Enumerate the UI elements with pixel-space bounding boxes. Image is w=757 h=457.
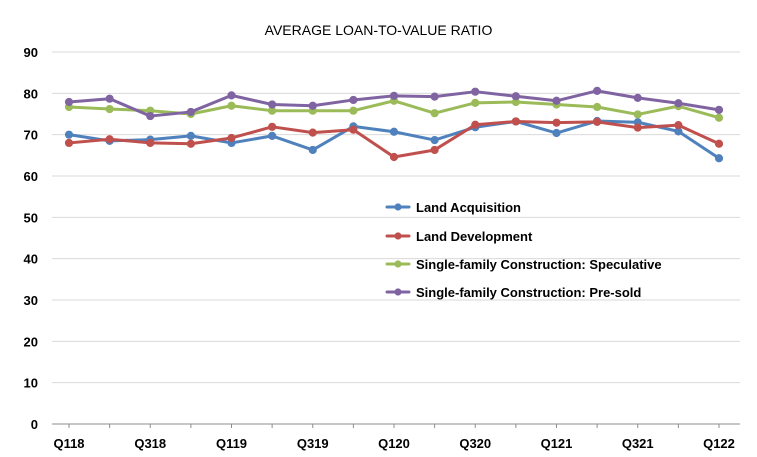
- data-point: [308, 128, 317, 137]
- y-tick-label: 10: [24, 376, 38, 391]
- legend-swatch-marker: [394, 203, 402, 211]
- data-point: [593, 86, 602, 95]
- legend-label: Land Acquisition: [416, 200, 521, 215]
- data-point: [511, 92, 520, 101]
- y-tick-label: 30: [24, 293, 38, 308]
- data-point: [186, 107, 195, 117]
- y-tick-label: 70: [24, 128, 38, 143]
- data-point: [186, 131, 195, 141]
- data-point: [511, 117, 520, 126]
- data-point: [227, 101, 236, 110]
- legend-swatch-marker: [394, 288, 402, 296]
- x-tick-label: Q118: [53, 436, 84, 451]
- data-point: [308, 145, 317, 155]
- data-point: [430, 92, 439, 101]
- data-point: [105, 135, 114, 144]
- data-point: [430, 109, 439, 118]
- legend-label: Single-family Construction: Speculative: [416, 257, 662, 272]
- x-tick-label: Q321: [622, 436, 654, 451]
- x-tick-label: Q122: [703, 436, 735, 451]
- data-point: [64, 130, 74, 139]
- y-tick-label: 80: [24, 86, 38, 101]
- data-point: [471, 87, 480, 96]
- x-tick-label: Q320: [459, 436, 491, 451]
- data-point: [268, 122, 277, 131]
- x-tick-label: Q121: [541, 436, 573, 451]
- data-point: [633, 93, 642, 102]
- data-point: [268, 131, 277, 141]
- data-point: [349, 125, 358, 134]
- axis-layer: 0 10 20 30 40 50 60 70 80 90 Q118 Q318 Q119 Q319 Q120 Q…: [24, 45, 740, 451]
- data-point: [633, 110, 642, 119]
- series-3: [64, 86, 724, 121]
- data-point: [714, 154, 724, 163]
- data-point: [674, 121, 683, 130]
- chart-title: AVERAGE LOAN-TO-VALUE RATIO: [265, 22, 493, 38]
- legend-swatch-marker: [394, 260, 402, 268]
- data-point: [308, 101, 317, 110]
- data-point: [593, 117, 602, 126]
- data-point: [146, 111, 155, 121]
- x-tick-label: Q120: [378, 436, 410, 451]
- series-1: [64, 117, 724, 162]
- y-tick-label: 50: [24, 210, 38, 225]
- data-point: [593, 102, 602, 112]
- data-point: [64, 97, 74, 107]
- data-point: [389, 152, 399, 162]
- data-point: [552, 118, 561, 127]
- data-point: [349, 95, 358, 105]
- series-2: [64, 96, 724, 122]
- data-point: [430, 135, 439, 145]
- data-point: [552, 128, 561, 138]
- y-tick-label: 60: [24, 169, 38, 184]
- y-tick-label: 40: [24, 252, 38, 267]
- legend-item: Single-family Construction: Pre-sold: [385, 285, 641, 300]
- y-tick-label: 0: [31, 417, 38, 432]
- data-point: [227, 133, 236, 143]
- legend-item: Single-family Construction: Speculative: [385, 257, 662, 272]
- y-tick-label: 20: [24, 334, 38, 349]
- data-point: [105, 94, 114, 103]
- legend-item: Land Acquisition: [385, 200, 521, 215]
- legend-swatch-marker: [394, 232, 402, 240]
- data-point: [389, 91, 399, 100]
- data-point: [674, 99, 683, 108]
- data-point: [714, 113, 724, 122]
- legend: Land Acquisition Land Development Single-f…: [385, 200, 662, 300]
- data-point: [389, 127, 399, 136]
- legend-item: Land Development: [385, 229, 533, 244]
- data-point: [349, 106, 358, 115]
- data-point: [430, 145, 439, 155]
- data-point: [714, 139, 724, 148]
- data-point: [633, 123, 642, 132]
- data-point: [714, 105, 724, 114]
- x-tick-label: Q318: [134, 436, 166, 451]
- data-point: [186, 139, 195, 148]
- legend-label: Land Development: [416, 229, 533, 244]
- data-point: [64, 138, 74, 148]
- data-point: [146, 138, 155, 148]
- data-point: [105, 104, 114, 114]
- legend-label: Single-family Construction: Pre-sold: [416, 285, 641, 300]
- x-tick-label: Q119: [216, 436, 247, 451]
- data-point: [268, 100, 277, 109]
- data-point: [471, 98, 480, 107]
- data-point: [227, 91, 236, 100]
- series-layer: [64, 86, 724, 163]
- x-tick-label: Q319: [297, 436, 329, 451]
- data-point: [471, 120, 480, 129]
- y-tick-label: 90: [24, 45, 38, 60]
- data-point: [552, 96, 561, 105]
